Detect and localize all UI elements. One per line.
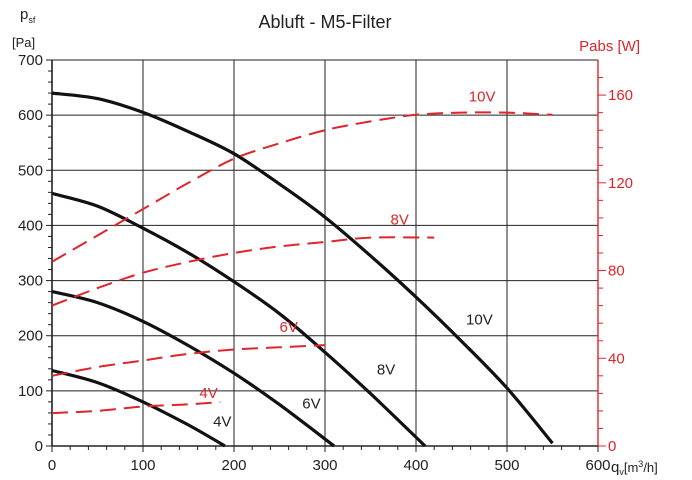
x-tick-label: 600	[585, 457, 610, 474]
y-left-tick-label: 400	[18, 217, 43, 234]
y-left-tick-label: 700	[18, 52, 43, 69]
x-axis-label-main: q	[611, 459, 619, 476]
y-left-tick-label: 0	[35, 438, 43, 455]
annotation-layer: 10V 8V 6V 4V 10V 8V 6V 4V	[199, 89, 495, 431]
y-left-tick-label: 500	[18, 162, 43, 179]
y-right-tick-label: 80	[608, 263, 625, 280]
y-left-label: psf	[20, 6, 36, 25]
x-tick-label: 500	[494, 457, 519, 474]
power-label: 10V	[469, 89, 496, 106]
chart-title: Abluft - M5-Filter	[258, 12, 391, 32]
x-axis-label-sub: v	[619, 467, 624, 477]
y-left-tick-label: 200	[18, 328, 43, 345]
y-right-label: Pabs [W]	[579, 38, 640, 55]
pressure-curve-10V	[51, 91, 554, 445]
power-curve-4V	[51, 401, 221, 415]
y-left-label-main: p	[20, 6, 28, 23]
y-left-tick-label: 300	[18, 273, 43, 290]
y-right-tick-label: 120	[608, 175, 633, 192]
power-label: 4V	[199, 385, 217, 402]
y-left-tick-label: 100	[18, 383, 43, 400]
x-tick-label: 100	[130, 457, 155, 474]
x-axis-label: qv[m3/h]	[611, 459, 658, 477]
pressure-label: 6V	[302, 396, 320, 413]
x-axis-label-unit: [m	[624, 460, 638, 475]
y-left-label-sub: sf	[28, 15, 36, 25]
x-tick-label: 200	[221, 457, 246, 474]
pressure-curve-6V	[51, 290, 336, 448]
power-label: 6V	[280, 319, 298, 336]
power-curve-8V	[51, 236, 435, 307]
x-axis-label-tail: /h]	[643, 460, 657, 475]
pressure-label: 8V	[377, 361, 395, 378]
y-right-tick-label: 0	[608, 438, 616, 455]
x-axis-label-sup: 3	[638, 459, 643, 469]
x-tick-label: 300	[312, 457, 337, 474]
pressure-label: 10V	[466, 312, 493, 329]
pressure-label: 4V	[213, 414, 231, 431]
x-tick-label: 0	[48, 457, 56, 474]
power-curve-10V	[51, 111, 553, 263]
power-label: 8V	[391, 211, 409, 228]
power-curve-6V	[51, 344, 326, 377]
y-right-tick-label: 40	[608, 350, 625, 367]
x-tick-label: 400	[403, 457, 428, 474]
y-left-unit: [Pa]	[12, 35, 35, 50]
grid	[51, 59, 599, 447]
pressure-curve-4V	[51, 368, 226, 448]
pressure-curve-8V	[51, 191, 427, 448]
y-left-tick-label: 600	[18, 107, 43, 124]
series-layer	[51, 91, 554, 448]
y-right-tick-label: 160	[608, 87, 633, 104]
tick-marks	[46, 59, 606, 452]
